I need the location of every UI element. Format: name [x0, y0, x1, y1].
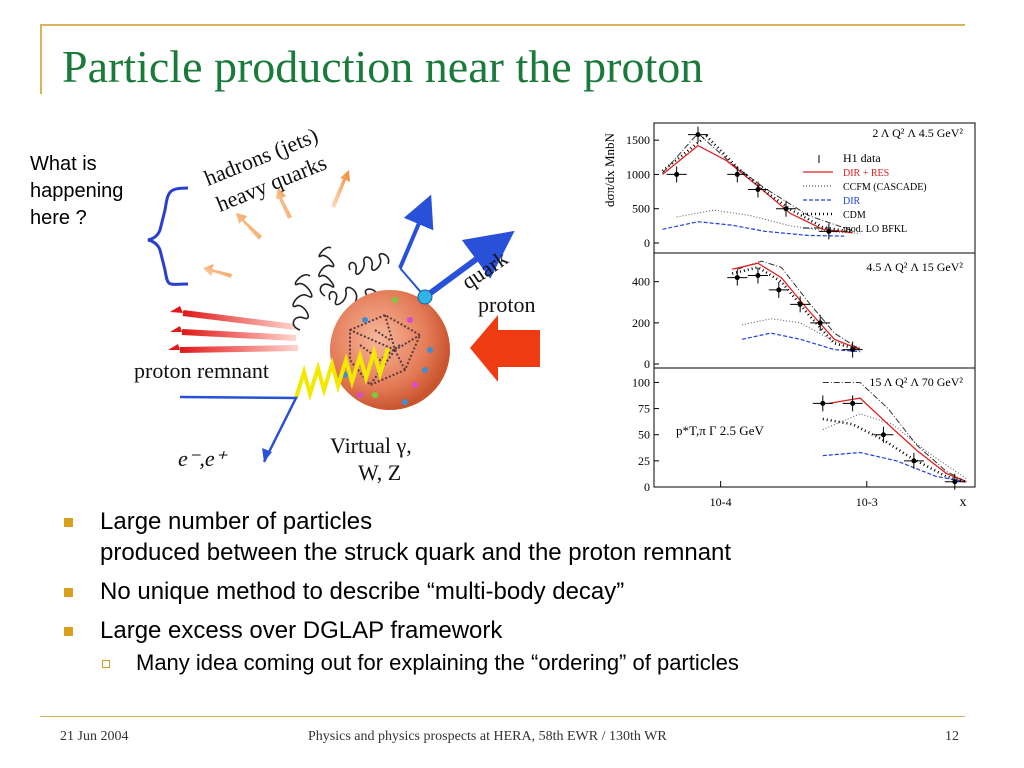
label-electron: e⁻,e⁺ — [178, 446, 229, 471]
quark-arrow — [423, 230, 515, 300]
data-point — [952, 479, 958, 485]
data-point — [755, 187, 761, 193]
bullet-text: No unique method to describe “multi-body… — [100, 578, 625, 605]
jet-arrow — [398, 194, 434, 269]
panel-label: 15 Λ Q² Λ 70 GeV² — [869, 375, 963, 389]
cdm-curve — [731, 265, 861, 351]
label-virtual-boson: Virtual γ, — [330, 433, 412, 458]
bullet-list: Large number of particles produced betwe… — [64, 506, 964, 678]
dir-res-curve — [732, 262, 861, 351]
bullet-marker — [64, 588, 73, 597]
bullet-text: Large number of particles — [100, 508, 373, 535]
y-tick-label: 100 — [632, 375, 650, 389]
footer-page-number: 12 — [945, 729, 959, 744]
frame-line-left — [40, 24, 42, 94]
electron-line — [179, 395, 299, 463]
bfkl-curve — [737, 260, 861, 351]
slide-title: Particle production near the proton — [62, 41, 704, 92]
dir-curve — [822, 451, 967, 483]
legend-label: CDM — [843, 210, 866, 221]
data-point — [820, 400, 826, 406]
remnant-arrows — [168, 306, 299, 353]
sub-bullet-item: Many idea coming out for explaining the … — [64, 648, 964, 678]
data-point — [734, 171, 740, 177]
y-tick-label: 0 — [644, 480, 650, 494]
data-point — [674, 171, 680, 177]
question-line: happening — [30, 180, 124, 202]
particle-diagram: hadrons (jets) heavy quarks quark proton… — [134, 122, 540, 485]
hadron-arrows — [203, 170, 350, 278]
question-line: here ? — [30, 207, 87, 229]
bullet-item: Large number of particles produced betwe… — [64, 506, 964, 568]
bullet-item: Large excess over DGLAP framework — [64, 615, 964, 646]
electron-arrowhead — [262, 448, 272, 462]
struck-quark — [417, 289, 433, 305]
question-line: What is — [30, 153, 97, 175]
frame-line-top — [40, 24, 965, 26]
y-tick-label: 1500 — [626, 133, 650, 147]
dir-curve — [741, 332, 861, 353]
question-text: What is happening here ? — [30, 151, 170, 232]
y-tick-label: 500 — [632, 202, 650, 216]
sub-bullet-marker — [102, 660, 110, 668]
legend-label: CCFM (CASCADE) — [843, 182, 927, 193]
dir-res-curve — [828, 397, 967, 483]
legend-label: DIR + RES — [843, 168, 889, 179]
data-point — [826, 228, 832, 234]
data-point — [783, 206, 789, 212]
proton-internal-structure — [349, 313, 422, 387]
data-point — [695, 132, 701, 138]
label-proton-remnant: proton remnant — [134, 358, 269, 383]
y-tick-label: 400 — [632, 275, 650, 289]
panel-label: 4.5 Λ Q² Λ 15 GeV² — [866, 260, 963, 274]
data-point — [911, 458, 917, 464]
dir-res-curve — [662, 144, 853, 234]
data-point — [880, 432, 886, 438]
curly-brace — [147, 186, 189, 286]
bullet-text: Large excess over DGLAP framework — [100, 617, 503, 644]
bfkl-curve — [822, 382, 967, 483]
ccfm-curve — [822, 413, 967, 480]
data-point — [850, 347, 856, 353]
data-point — [734, 275, 740, 281]
y-tick-label: 0 — [644, 357, 650, 371]
ccfm-curve — [676, 209, 861, 234]
legend-label: H1 data — [843, 151, 881, 165]
frame-line-bottom — [40, 716, 965, 717]
y-tick-label: 0 — [644, 236, 650, 250]
proton-arrow — [470, 315, 540, 382]
y-tick-label: 200 — [632, 316, 650, 330]
label-virtual-boson-2: W, Z — [358, 460, 401, 485]
data-point — [776, 287, 782, 293]
data-point — [797, 301, 803, 307]
panel-annotation: p*T,π Γ 2.5 GeV — [676, 423, 764, 438]
y-tick-label: 75 — [638, 402, 650, 416]
y-tick-label: 50 — [638, 428, 650, 442]
cdm-curve — [661, 134, 853, 234]
ccfm-curve — [741, 318, 861, 348]
data-point — [755, 273, 761, 279]
bullet-marker — [64, 627, 73, 636]
proton-sphere — [330, 290, 450, 410]
bfkl-curve — [662, 132, 853, 232]
y-tick-label: 25 — [638, 454, 650, 468]
panel-label: 2 Λ Q² Λ 4.5 GeV² — [872, 126, 963, 140]
data-point — [850, 400, 856, 406]
sub-bullet-text: Many idea coming out for explaining the … — [136, 650, 739, 675]
virtual-boson-line — [294, 344, 390, 402]
footer-title: Physics and physics prospects at HERA, 5… — [308, 729, 667, 744]
cdm-curve — [822, 417, 967, 484]
y-tick-label: 1000 — [626, 167, 650, 181]
footer-date: 21 Jun 2004 — [60, 729, 129, 744]
legend-label: DIR — [843, 196, 861, 207]
legend-label: mod. LO BFKL — [843, 224, 907, 235]
dir-curve — [662, 221, 845, 237]
chart-frame — [653, 122, 976, 488]
data-point — [817, 320, 823, 326]
bullet-marker — [64, 518, 73, 527]
bullet-text: produced between the struck quark and th… — [100, 539, 732, 566]
bullet-item: No unique method to describe “multi-body… — [64, 576, 964, 607]
label-proton: proton — [478, 292, 535, 317]
